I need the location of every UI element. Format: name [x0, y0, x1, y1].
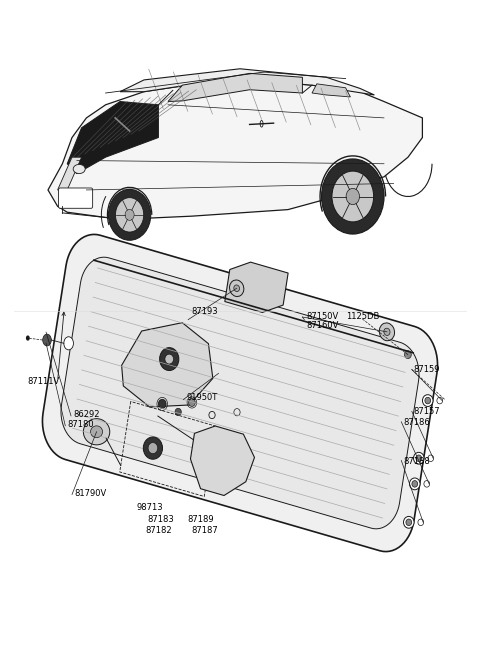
Ellipse shape — [189, 398, 195, 406]
Text: 87159: 87159 — [414, 365, 440, 374]
Text: 98713: 98713 — [137, 503, 163, 512]
Text: 87188: 87188 — [403, 457, 430, 466]
Ellipse shape — [229, 280, 244, 297]
Text: 87193: 87193 — [191, 307, 217, 316]
Polygon shape — [120, 69, 374, 95]
Ellipse shape — [346, 189, 360, 204]
Ellipse shape — [160, 348, 179, 371]
Polygon shape — [42, 234, 438, 552]
Text: 87186: 87186 — [403, 418, 430, 427]
Ellipse shape — [332, 171, 373, 222]
Ellipse shape — [422, 395, 433, 407]
Ellipse shape — [384, 328, 390, 335]
Ellipse shape — [413, 453, 424, 464]
Ellipse shape — [158, 400, 166, 409]
Ellipse shape — [175, 408, 181, 415]
Ellipse shape — [412, 481, 418, 487]
Ellipse shape — [322, 159, 384, 234]
Ellipse shape — [424, 481, 430, 487]
Ellipse shape — [125, 210, 134, 220]
Ellipse shape — [379, 323, 395, 341]
Polygon shape — [58, 157, 82, 190]
Ellipse shape — [73, 164, 85, 174]
Text: 87183: 87183 — [148, 515, 175, 524]
Text: 87187: 87187 — [191, 526, 218, 535]
Ellipse shape — [409, 478, 420, 490]
Ellipse shape — [234, 285, 240, 291]
Text: 87150V: 87150V — [306, 312, 338, 321]
Ellipse shape — [405, 350, 411, 358]
FancyBboxPatch shape — [59, 188, 93, 208]
Text: 87111V: 87111V — [28, 377, 60, 386]
Ellipse shape — [428, 455, 433, 462]
Ellipse shape — [165, 354, 174, 364]
Circle shape — [64, 337, 73, 350]
Polygon shape — [48, 79, 422, 219]
Text: 87189: 87189 — [187, 515, 214, 524]
Text: 87160V: 87160V — [306, 321, 338, 330]
Ellipse shape — [437, 398, 443, 404]
Text: 87180: 87180 — [67, 420, 94, 429]
Ellipse shape — [425, 398, 431, 404]
Ellipse shape — [108, 189, 151, 240]
Text: 87182: 87182 — [145, 526, 171, 535]
Circle shape — [43, 334, 51, 346]
Text: 87157: 87157 — [414, 407, 440, 416]
Polygon shape — [121, 323, 213, 407]
Ellipse shape — [416, 455, 421, 462]
Polygon shape — [67, 102, 158, 174]
Ellipse shape — [404, 516, 414, 528]
Polygon shape — [168, 73, 302, 102]
Polygon shape — [61, 257, 419, 529]
Polygon shape — [225, 262, 288, 312]
Ellipse shape — [418, 519, 424, 525]
Ellipse shape — [116, 198, 144, 232]
Polygon shape — [312, 84, 350, 97]
Ellipse shape — [91, 426, 103, 438]
Ellipse shape — [84, 419, 110, 445]
Polygon shape — [191, 426, 254, 496]
Text: 1125DB: 1125DB — [346, 312, 379, 321]
Circle shape — [26, 335, 30, 341]
Ellipse shape — [148, 443, 158, 454]
Ellipse shape — [144, 437, 163, 459]
Text: 91950T: 91950T — [186, 393, 217, 402]
Ellipse shape — [406, 519, 412, 525]
Text: 86292: 86292 — [73, 410, 99, 419]
Text: 81790V: 81790V — [74, 489, 107, 498]
